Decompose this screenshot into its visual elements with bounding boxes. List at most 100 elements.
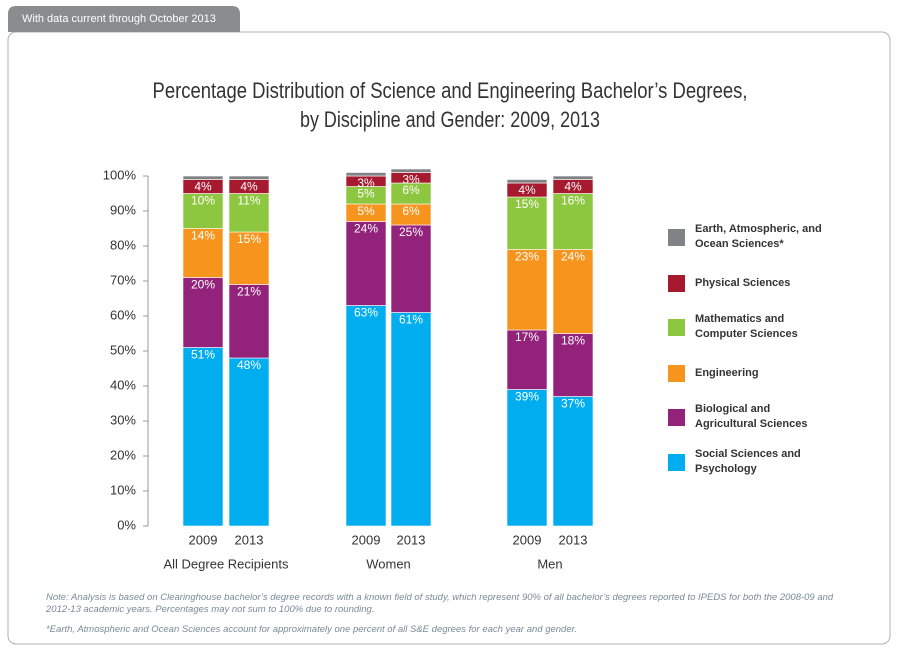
bar-segment — [552, 396, 594, 527]
x-tick-label: 2009 — [513, 532, 542, 547]
y-tick-label: 70% — [110, 272, 136, 287]
value-label: 63% — [354, 306, 378, 320]
bar-segment — [345, 305, 387, 527]
value-label: 10% — [191, 194, 215, 208]
bar-segment — [345, 221, 387, 306]
bar-segment — [182, 175, 224, 180]
bar-segment — [390, 168, 432, 173]
value-label: 15% — [515, 197, 539, 211]
value-label: 61% — [399, 313, 423, 327]
value-label: 39% — [515, 390, 539, 404]
value-label: 4% — [564, 180, 582, 194]
x-tick-label: 2009 — [189, 532, 218, 547]
bar-segment — [506, 196, 548, 250]
legend-item: Earth, Atmospheric, and Ocean Sciences* — [668, 222, 825, 252]
value-label: 37% — [561, 397, 585, 411]
bar-segment — [552, 333, 594, 397]
x-tick-label: 2009 — [352, 532, 381, 547]
legend-swatch — [668, 408, 685, 426]
legend-swatch — [668, 364, 685, 382]
value-label: 14% — [191, 229, 215, 243]
y-tick-label: 10% — [110, 482, 136, 497]
value-label: 4% — [240, 180, 258, 194]
chart-subtitle: by Discipline and Gender: 2009, 2013 — [300, 107, 600, 132]
value-label: 6% — [402, 204, 420, 218]
legend-item: Social Sciences and Psychology — [668, 447, 825, 477]
value-label: 11% — [237, 194, 260, 208]
bar-segment — [228, 357, 270, 527]
legend-label: Social Sciences and Psychology — [695, 448, 801, 475]
legend-label: Physical Sciences — [695, 276, 791, 289]
value-label: 24% — [561, 250, 585, 264]
legend-item: Mathematics and Computer Sciences — [668, 312, 825, 342]
value-label: 17% — [515, 330, 539, 344]
bar-segment — [228, 284, 270, 359]
value-label: 15% — [237, 232, 261, 246]
value-label: 16% — [561, 194, 585, 208]
legend-item: Physical Sciences — [668, 268, 825, 298]
value-label: 20% — [191, 278, 215, 292]
legend-item: Biological and Agricultural Sciences — [668, 402, 825, 432]
value-label: 51% — [191, 348, 215, 362]
value-label: 18% — [561, 334, 585, 348]
y-tick-label: 20% — [110, 447, 136, 462]
x-tick-label: 2013 — [397, 532, 426, 547]
value-label: 3% — [357, 176, 375, 190]
bar-segment — [506, 249, 548, 331]
legend-swatch — [668, 228, 685, 246]
value-label: 5% — [357, 187, 375, 201]
bar-segment — [390, 312, 432, 527]
y-tick-label: 90% — [110, 202, 136, 217]
group-label: All Degree Recipients — [163, 556, 289, 571]
legend-label: Biological and Agricultural Sciences — [695, 403, 808, 430]
legend-label: Earth, Atmospheric, and Ocean Sciences* — [695, 223, 822, 250]
y-tick-label: 50% — [110, 342, 136, 357]
y-tick-label: 80% — [110, 237, 136, 252]
note: Note: Analysis is based on Clearinghouse… — [46, 592, 834, 615]
bar-segment — [182, 277, 224, 348]
bar-segment — [345, 172, 387, 177]
bar-segment — [506, 179, 548, 184]
footnote: *Earth, Atmospheric and Ocean Sciences a… — [46, 624, 578, 635]
value-label: 48% — [237, 358, 261, 372]
group-label: Women — [366, 556, 411, 571]
value-label: 6% — [402, 183, 420, 197]
tag: With data current through October 2013 — [22, 13, 216, 25]
group-label: Men — [537, 556, 562, 571]
legend-label: Mathematics and Computer Sciences — [695, 313, 798, 340]
y-tick-label: 100% — [103, 167, 137, 182]
frame — [7, 31, 891, 645]
value-label: 4% — [518, 183, 536, 197]
value-label: 24% — [354, 222, 378, 236]
legend-swatch — [668, 274, 685, 292]
tag-tab — [8, 6, 240, 32]
value-label: 21% — [237, 285, 261, 299]
value-label: 3% — [402, 173, 420, 187]
value-label: 23% — [515, 250, 539, 264]
x-tick-label: 2013 — [559, 532, 588, 547]
y-tick-label: 60% — [110, 307, 136, 322]
x-tick-label: 2013 — [235, 532, 264, 547]
value-label: 4% — [194, 180, 212, 194]
legend-swatch — [668, 453, 685, 471]
chart-title: Percentage Distribution of Science and E… — [153, 78, 748, 103]
value-label: 25% — [399, 225, 423, 239]
legend-label: Engineering — [695, 366, 759, 379]
bar-segment — [228, 193, 270, 233]
bar-segment — [552, 249, 594, 334]
bar-segment — [228, 175, 270, 180]
bar-segment — [182, 193, 224, 229]
y-tick-label: 30% — [110, 412, 136, 427]
value-label: 5% — [357, 204, 375, 218]
bar-segment — [552, 193, 594, 250]
bar-segment — [228, 231, 270, 285]
legend-item: Engineering — [668, 358, 825, 388]
y-tick-label: 0% — [117, 517, 136, 532]
bar-segment — [506, 389, 548, 527]
bar-segment — [552, 175, 594, 180]
y-tick-label: 40% — [110, 377, 136, 392]
bar-segment — [182, 347, 224, 527]
legend-swatch — [668, 318, 685, 336]
